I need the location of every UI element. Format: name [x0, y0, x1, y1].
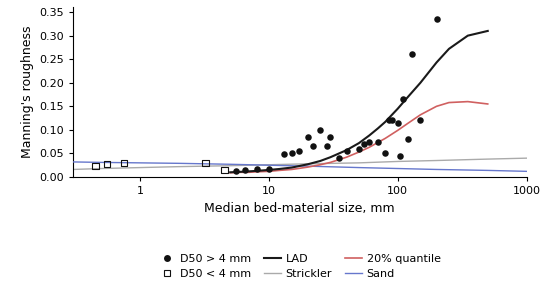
Point — [279, 152, 288, 157]
Point — [265, 166, 273, 171]
Point — [103, 161, 111, 166]
Point — [287, 151, 296, 156]
Point — [231, 168, 240, 173]
Point — [365, 139, 374, 144]
Point — [388, 118, 396, 123]
Point — [91, 164, 100, 168]
Point — [396, 153, 405, 158]
Point — [394, 120, 402, 125]
Y-axis label: Manning's roughness: Manning's roughness — [21, 26, 33, 158]
Point — [342, 149, 351, 153]
Point — [360, 142, 369, 146]
Point — [241, 168, 249, 172]
Point — [252, 166, 261, 171]
Point — [381, 151, 389, 156]
Point — [303, 135, 312, 139]
Point — [408, 52, 417, 57]
Point — [384, 118, 393, 123]
Point — [220, 168, 228, 172]
Point — [432, 17, 441, 22]
Point — [201, 160, 210, 165]
Point — [294, 149, 303, 153]
Legend: D50 > 4 mm, D50 < 4 mm, LAD, Strickler, 20% quantile, Sand: D50 > 4 mm, D50 < 4 mm, LAD, Strickler, … — [159, 254, 441, 279]
Point — [120, 160, 129, 165]
Point — [309, 144, 318, 149]
Point — [335, 156, 343, 160]
Point — [326, 135, 335, 139]
Point — [316, 127, 325, 132]
Point — [355, 146, 363, 151]
Point — [399, 97, 407, 101]
Point — [416, 118, 425, 123]
X-axis label: Median bed-material size, mm: Median bed-material size, mm — [204, 201, 395, 214]
Point — [374, 139, 382, 144]
Point — [403, 137, 412, 142]
Point — [322, 144, 331, 149]
